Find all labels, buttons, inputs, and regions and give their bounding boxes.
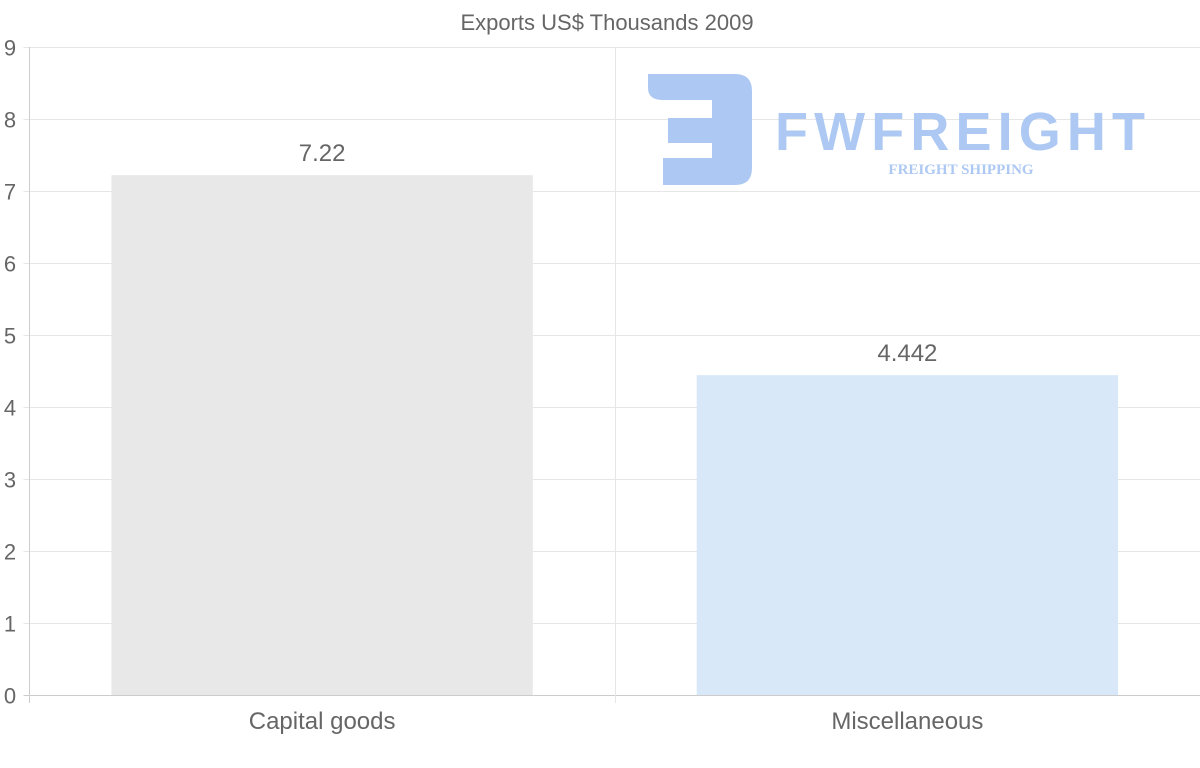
x-tick-label: Capital goods xyxy=(249,708,396,735)
y-tick-label: 0 xyxy=(4,684,16,709)
y-tick-label: 4 xyxy=(4,396,16,421)
bar-value-label: 4.442 xyxy=(877,340,937,367)
x-tick-label: Miscellaneous xyxy=(831,708,983,735)
y-tick-label: 5 xyxy=(4,324,16,349)
y-tick-label: 8 xyxy=(4,108,16,133)
y-axis: 0 1 2 3 4 5 6 7 8 9 xyxy=(4,36,16,709)
y-tick-label: 9 xyxy=(4,36,16,61)
y-tick-label: 2 xyxy=(4,540,16,565)
watermark-logo: FWFREIGHT FREIGHT SHIPPING xyxy=(648,74,1145,185)
y-tick-label: 7 xyxy=(4,180,16,205)
logo-icon xyxy=(648,74,752,185)
watermark-brand: FWFREIGHT xyxy=(775,102,1145,162)
x-axis: Capital goods Miscellaneous xyxy=(249,708,984,735)
y-tick-label: 3 xyxy=(4,468,16,493)
y-tick-label: 6 xyxy=(4,252,16,277)
bars: 7.22 4.442 xyxy=(111,140,1118,695)
y-tick-label: 1 xyxy=(4,612,16,637)
bar-value-label: 7.22 xyxy=(299,140,346,167)
watermark-tagline: FREIGHT SHIPPING xyxy=(888,162,1033,178)
bar xyxy=(111,175,532,695)
bar xyxy=(697,375,1118,695)
chart-title: Exports US$ Thousands 2009 xyxy=(460,10,753,35)
